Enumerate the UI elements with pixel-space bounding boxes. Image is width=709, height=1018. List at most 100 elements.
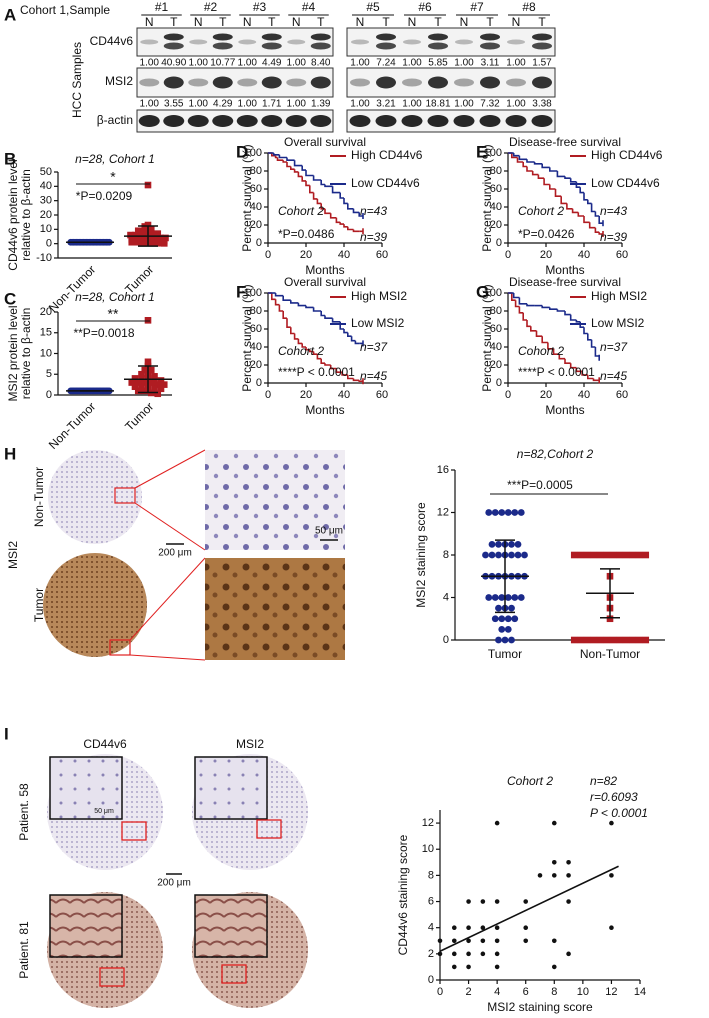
blot-frame [136, 27, 334, 57]
side-label: HCC Samples [70, 42, 84, 118]
legend-label: High MSI2 [351, 289, 407, 303]
survival-step [347, 332, 352, 337]
n-label: n=37 [600, 340, 628, 354]
quant-label: 8.40 [311, 58, 331, 69]
lane-label: N [356, 15, 365, 29]
data-point [151, 385, 158, 393]
quant-label: 1.39 [311, 99, 331, 110]
data-point [635, 551, 643, 559]
band [238, 39, 257, 45]
survival-step [282, 311, 287, 319]
y-axis-label: Percent survival (%) [240, 284, 254, 391]
survival-step [518, 155, 527, 161]
data-point [570, 636, 578, 644]
y-tick-label: 40 [40, 180, 52, 192]
row-label: CD44v6 [90, 34, 134, 48]
band [212, 76, 233, 89]
survival-step [518, 306, 524, 314]
survival-step [271, 293, 276, 301]
band [212, 42, 233, 50]
survival-step [535, 330, 543, 337]
data-point [451, 951, 457, 957]
blot-frame [346, 27, 556, 57]
survival-step [558, 354, 565, 360]
data-point [466, 964, 471, 970]
survival-step [564, 311, 571, 316]
chart-title: n=82,Cohort 2 [517, 447, 594, 461]
chart-title: Cohort 2 [507, 774, 553, 788]
quant-label: 3.11 [481, 58, 500, 69]
zoom-image [205, 558, 345, 660]
fit-line [439, 865, 619, 952]
band [376, 42, 396, 50]
y-tick-label: 8 [428, 869, 434, 881]
band [532, 42, 552, 50]
data-point [138, 375, 145, 382]
x-axis-label: Months [305, 403, 344, 417]
panel-letter: H [4, 444, 16, 463]
survival-step [358, 380, 363, 382]
survival-step [343, 198, 348, 205]
lane-label: T [317, 15, 325, 29]
data-point [517, 509, 525, 516]
data-point [523, 938, 529, 944]
band [480, 42, 500, 50]
panel-letter: A [4, 5, 16, 24]
scale-label: 50 μm [94, 808, 114, 815]
survival-step [305, 180, 310, 187]
data-point [491, 615, 499, 623]
data-point [160, 381, 168, 388]
scale-label: 200 μm [157, 878, 191, 889]
survival-step [581, 371, 588, 376]
n-label: n=39 [600, 230, 627, 244]
survival-step [293, 160, 303, 167]
y-tick-label: 15 [40, 327, 52, 339]
y-tick-label: 12 [422, 817, 434, 829]
data-point [583, 636, 591, 644]
survival-step [571, 208, 579, 214]
y-axis-label: MSI2 protein level [6, 305, 20, 401]
data-point [642, 636, 650, 644]
survival-step [564, 358, 571, 364]
survival-step [587, 374, 594, 380]
survival-step [286, 318, 291, 328]
panel-letter: B [4, 149, 16, 168]
band [375, 115, 397, 127]
lane-label: T [486, 15, 494, 29]
band [531, 115, 553, 127]
y-tick-label: 4 [443, 591, 449, 603]
data-point [488, 540, 496, 548]
quant-label: 1.00 [506, 58, 526, 69]
survival-step [598, 216, 603, 224]
data-point [504, 509, 512, 516]
survival-step [531, 171, 539, 176]
y-tick-label: 20 [40, 306, 52, 318]
lane-label: T [170, 15, 178, 29]
x-axis-label: Months [305, 263, 344, 277]
survival-step [320, 358, 325, 364]
y-tick-label: 80 [490, 305, 502, 317]
band [428, 76, 448, 89]
data-point [622, 636, 630, 644]
survival-step [541, 305, 550, 309]
survival-step [276, 157, 284, 161]
data-point [551, 873, 557, 878]
y-tick-label: 20 [490, 219, 502, 231]
y-tick-label: 80 [490, 165, 502, 177]
survival-step [301, 165, 306, 171]
data-point [551, 860, 557, 865]
band [163, 42, 184, 50]
data-point [494, 964, 500, 970]
data-point [511, 615, 519, 623]
data-point [437, 938, 443, 944]
y-tick-label: 0 [428, 974, 434, 986]
y-tick-label: 2 [428, 948, 434, 960]
survival-step [583, 192, 588, 201]
band [188, 78, 209, 87]
survival-step [320, 180, 325, 186]
data-point [437, 951, 443, 957]
quant-label: 1.00 [238, 58, 258, 69]
quant-label: 10.77 [210, 58, 235, 69]
survival-step [590, 203, 596, 213]
y-tick-label: 20 [250, 219, 262, 231]
